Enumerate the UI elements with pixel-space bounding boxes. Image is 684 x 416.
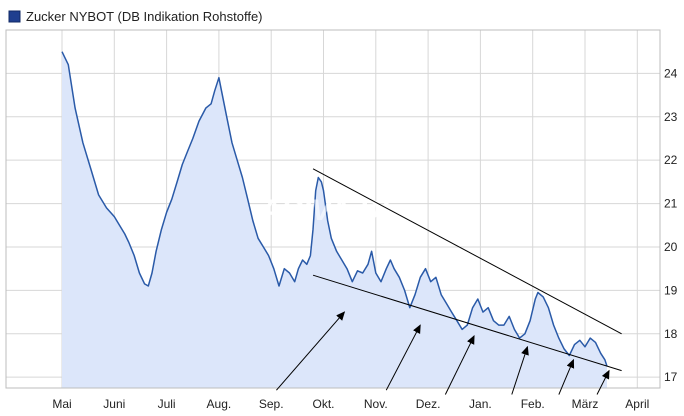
- x-tick-label: Mai: [52, 397, 71, 411]
- y-tick-label: 24: [664, 66, 678, 80]
- x-tick-label: Aug.: [207, 397, 232, 411]
- watermark: ARIVA.DE: [258, 194, 401, 227]
- annotation-arrow: [511, 345, 529, 395]
- plot-border: [5, 29, 661, 389]
- annotation-arrow: [444, 335, 475, 395]
- x-tick-label: Feb.: [521, 397, 545, 411]
- x-tick-label: April: [625, 397, 649, 411]
- y-tick-label: 18: [664, 327, 678, 341]
- annotation-arrow: [596, 369, 610, 395]
- annotation-arrow: [276, 311, 346, 391]
- x-tick-label: Juli: [158, 397, 176, 411]
- x-tick-label: Jan.: [469, 397, 492, 411]
- x-tick-label: Dez.: [416, 397, 441, 411]
- legend-label: Zucker NYBOT (DB Indikation Rohstoffe): [26, 9, 263, 24]
- y-tick-label: 19: [664, 283, 678, 297]
- watermark-overlay: ARIVA.DE: [258, 194, 401, 227]
- trendline: [312, 168, 622, 335]
- annotation-arrow: [385, 324, 421, 391]
- legend-swatch: [8, 10, 21, 23]
- y-tick-label: 20: [664, 240, 678, 254]
- annotation-arrow: [558, 358, 575, 395]
- y-tick-label: 21: [664, 197, 678, 211]
- series-line: [61, 51, 608, 367]
- x-tick-label: Sep.: [259, 397, 284, 411]
- y-tick-label: 17: [664, 370, 678, 384]
- y-tick-label: 22: [664, 153, 678, 167]
- x-tick-label: Okt.: [312, 397, 334, 411]
- series-area: [62, 51, 607, 388]
- x-tick-label: Juni: [103, 397, 125, 411]
- x-tick-label: März: [572, 397, 599, 411]
- y-tick-label: 23: [664, 110, 678, 124]
- trendline: [312, 274, 622, 372]
- x-tick-label: Nov.: [364, 397, 388, 411]
